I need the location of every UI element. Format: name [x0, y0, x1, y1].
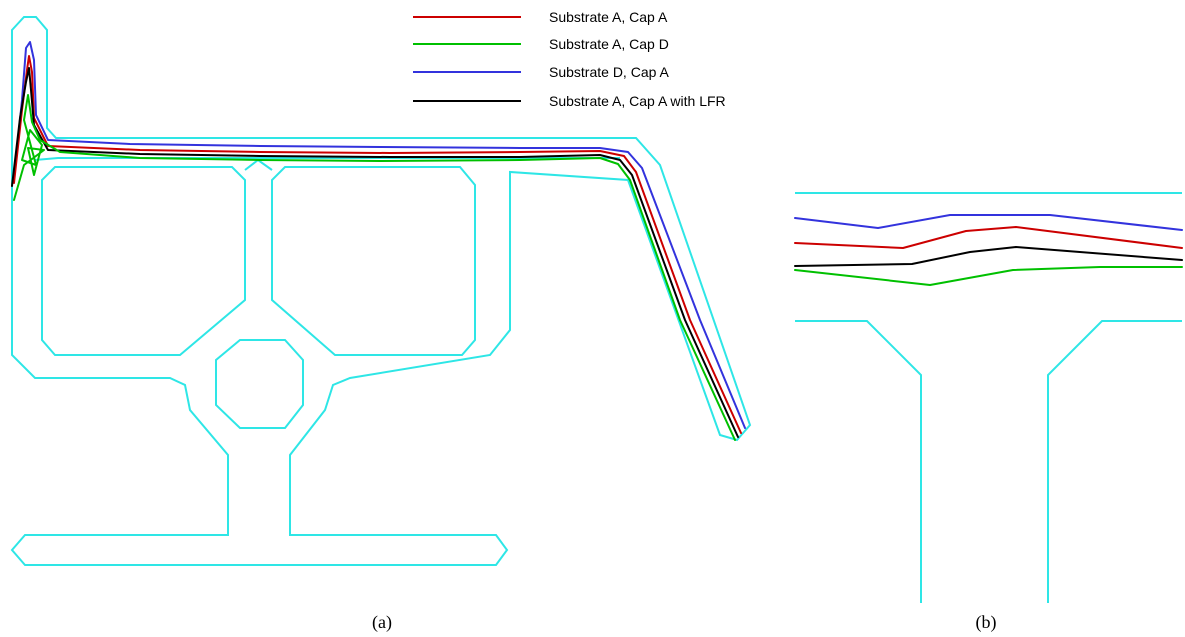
legend-entry-substrate-a-cap-d: Substrate A, Cap D [413, 36, 669, 52]
middle-window-outline [271, 166, 476, 356]
legend-entry-substrate-a-cap-a: Substrate A, Cap A [413, 9, 668, 25]
trace-b-substrate-a-cap-a [794, 226, 1183, 249]
central-web-outline [244, 158, 273, 300]
trace-b-substrate-a-cap-d [794, 266, 1183, 286]
zoom-web-outline [795, 320, 1182, 603]
trace-a-substrate-a-cap-a-lfr [11, 67, 739, 438]
trace-a-substrate-a-cap-d [13, 94, 736, 441]
left-window-outline [41, 166, 246, 356]
legend: Substrate A, Cap A Substrate A, Cap D Su… [413, 9, 726, 109]
legend-label: Substrate A, Cap A with LFR [549, 93, 726, 109]
legend-label: Substrate A, Cap A [549, 9, 668, 25]
traces-panel-a [11, 41, 746, 441]
trace-b-substrate-d-cap-a [794, 214, 1183, 231]
octagon-hole-outline [215, 339, 304, 429]
panel-b [794, 192, 1183, 603]
legend-label: Substrate D, Cap A [549, 64, 670, 80]
legend-entry-substrate-a-cap-a-lfr: Substrate A, Cap A with LFR [413, 93, 726, 109]
caption-b: (b) [976, 612, 997, 633]
trace-b-substrate-a-cap-a-lfr [794, 246, 1183, 267]
profile-outer-outline [10, 16, 752, 566]
legend-entry-substrate-d-cap-a: Substrate D, Cap A [413, 64, 670, 80]
caption-a: (a) [372, 612, 392, 633]
trace-a-substrate-a-cap-a [13, 55, 742, 434]
panel-a [10, 16, 752, 566]
legend-label: Substrate A, Cap D [549, 36, 669, 52]
trace-a-substrate-d-cap-a [13, 41, 746, 429]
top-inner-outline [34, 157, 620, 161]
